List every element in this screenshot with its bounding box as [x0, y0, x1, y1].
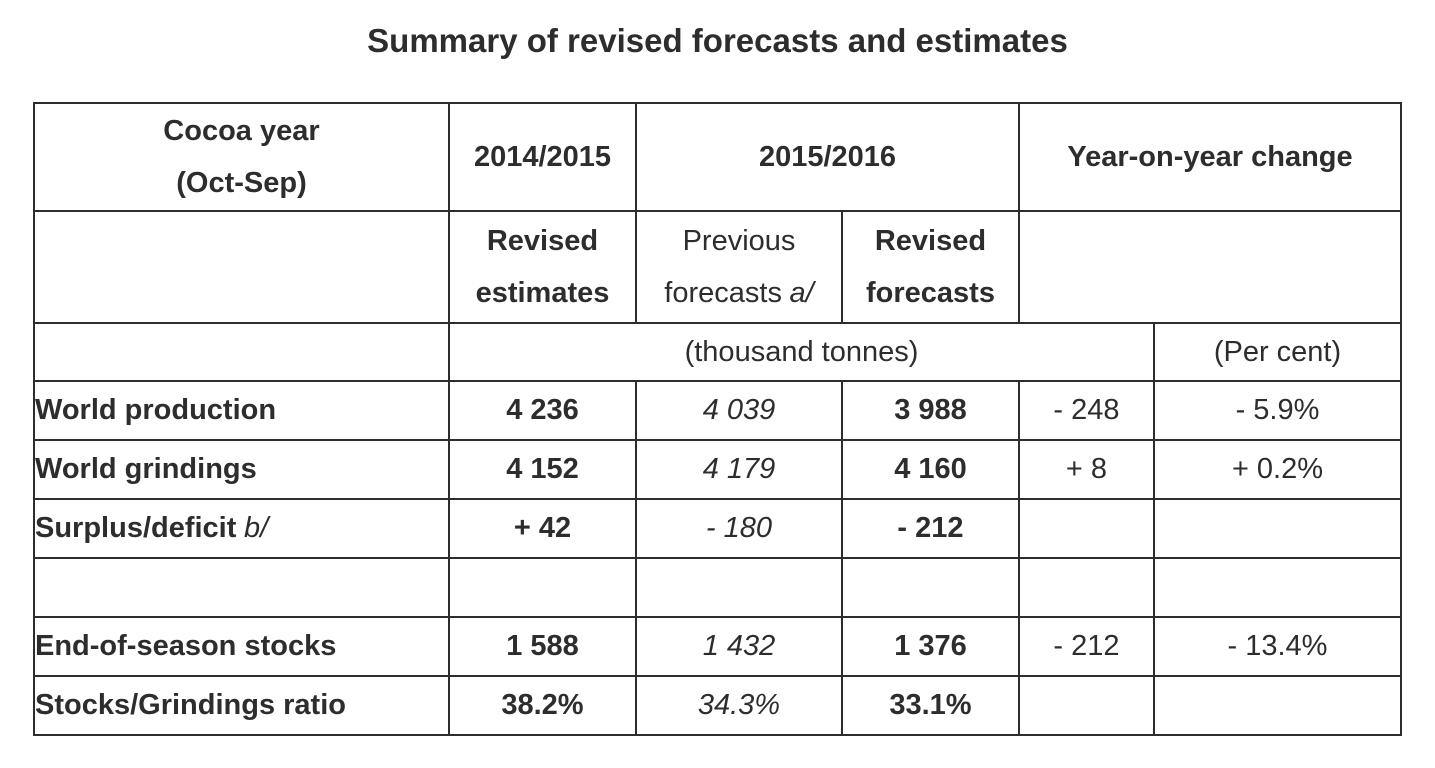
header-season-2015-2016: 2015/2016: [634, 102, 1020, 213]
row-label-cell: World production: [32, 380, 450, 442]
yoy-absolute-value: + 8: [1017, 439, 1155, 501]
yoy-absolute-value: [1017, 498, 1155, 560]
revised-estimate-value: 1 588: [447, 616, 637, 678]
previous-forecast-value: 4 039: [634, 380, 843, 442]
header-revised-estimates-line1: Revised: [486, 225, 599, 258]
row-label: End-of-season stocks: [34, 630, 337, 663]
header-revised-forecasts-line1: Revised: [874, 225, 987, 258]
revised-estimate-value: 4 236: [447, 380, 637, 442]
revised-forecast-value: 1 376: [840, 616, 1020, 678]
units-row: (thousand tonnes) (Per cent): [32, 322, 1403, 383]
row-label: World grindings: [34, 453, 257, 486]
yoy-percent-value: - 5.9%: [1152, 380, 1403, 442]
header-cocoa-year-cell: Cocoa year (Oct-Sep): [32, 102, 450, 213]
previous-forecast-value: 34.3%: [634, 675, 843, 737]
unit-thousand-tonnes: (thousand tonnes): [447, 322, 1155, 383]
yoy-absolute-value: [1017, 557, 1155, 619]
row-label: World production: [34, 394, 277, 427]
header-cocoa-year-line2: (Oct-Sep): [176, 167, 307, 200]
header-revised-estimates-cell: Revised estimates: [447, 210, 637, 325]
header-season-2014-2015: 2014/2015: [447, 102, 637, 213]
unit-per-cent: (Per cent): [1152, 322, 1403, 383]
revised-forecast-value: 3 988: [840, 380, 1020, 442]
header-previous-forecasts-line2: forecasts a/: [638, 267, 840, 319]
header-row-seasons: Cocoa year (Oct-Sep) 2014/2015 2015/2016…: [32, 102, 1403, 213]
table-row-spacer: [32, 557, 1403, 619]
footnote-marker-a: a/: [789, 277, 814, 310]
header-revised-estimates-line2: estimates: [475, 277, 610, 310]
yoy-percent-value: + 0.2%: [1152, 439, 1403, 501]
yoy-absolute-value: - 212: [1017, 616, 1155, 678]
header-cocoa-year-line1: Cocoa year: [163, 115, 320, 148]
row-label-cell: [32, 557, 450, 619]
yoy-percent-value: [1152, 675, 1403, 737]
header-previous-forecasts-cell: Previous forecasts a/: [634, 210, 843, 325]
revised-estimate-value: [447, 557, 637, 619]
table-row-end-of-season-stocks: End-of-season stocks 1 588 1 432 1 376 -…: [32, 616, 1403, 678]
yoy-absolute-value: [1017, 675, 1155, 737]
yoy-percent-value: [1152, 557, 1403, 619]
revised-forecast-value: - 212: [840, 498, 1020, 560]
row-label-cell: World grindings: [32, 439, 450, 501]
header-empty-yoy-cell: [1017, 210, 1403, 325]
revised-estimate-value: + 42: [447, 498, 637, 560]
revised-forecast-value: [840, 557, 1020, 619]
header-revised-forecasts-cell: Revised forecasts: [840, 210, 1020, 325]
units-empty-label-cell: [32, 322, 450, 383]
header-previous-forecasts-word: forecasts: [664, 277, 782, 310]
previous-forecast-value: 4 179: [634, 439, 843, 501]
page-title: Summary of revised forecasts and estimat…: [367, 22, 1068, 59]
header-yoy-change: Year-on-year change: [1017, 102, 1403, 213]
header-revised-forecasts-line2: forecasts: [866, 277, 995, 310]
row-label-cell: Stocks/Grindings ratio: [32, 675, 450, 737]
footnote-marker-b: b/: [243, 512, 269, 545]
header-row-column-kinds: Revised estimates Previous forecasts a/ R…: [32, 210, 1403, 325]
yoy-absolute-value: - 248: [1017, 380, 1155, 442]
yoy-percent-value: [1152, 498, 1403, 560]
table-row-stocks-grindings-ratio: Stocks/Grindings ratio 38.2% 34.3% 33.1%: [32, 675, 1403, 737]
revised-forecast-value: 33.1%: [840, 675, 1020, 737]
row-label: Surplus/deficit: [34, 512, 237, 545]
table-row-world-production: World production 4 236 4 039 3 988 - 248…: [32, 380, 1403, 442]
revised-estimate-value: 4 152: [447, 439, 637, 501]
row-label: Stocks/Grindings ratio: [34, 689, 346, 722]
forecast-summary-table: Cocoa year (Oct-Sep) 2014/2015 2015/2016…: [32, 102, 1403, 737]
header-empty-label-cell: [32, 210, 450, 325]
previous-forecast-value: 1 432: [634, 616, 843, 678]
yoy-percent-value: - 13.4%: [1152, 616, 1403, 678]
header-previous-forecasts-line1: Previous: [682, 225, 796, 258]
previous-forecast-value: [634, 557, 843, 619]
table-row-surplus-deficit: Surplus/deficit b/ + 42 - 180 - 212: [32, 498, 1403, 560]
row-label-cell: Surplus/deficit b/: [32, 498, 450, 560]
revised-estimate-value: 38.2%: [447, 675, 637, 737]
table-row-world-grindings: World grindings 4 152 4 179 4 160 + 8 + …: [32, 439, 1403, 501]
revised-forecast-value: 4 160: [840, 439, 1020, 501]
previous-forecast-value: - 180: [634, 498, 843, 560]
row-label-cell: End-of-season stocks: [32, 616, 450, 678]
